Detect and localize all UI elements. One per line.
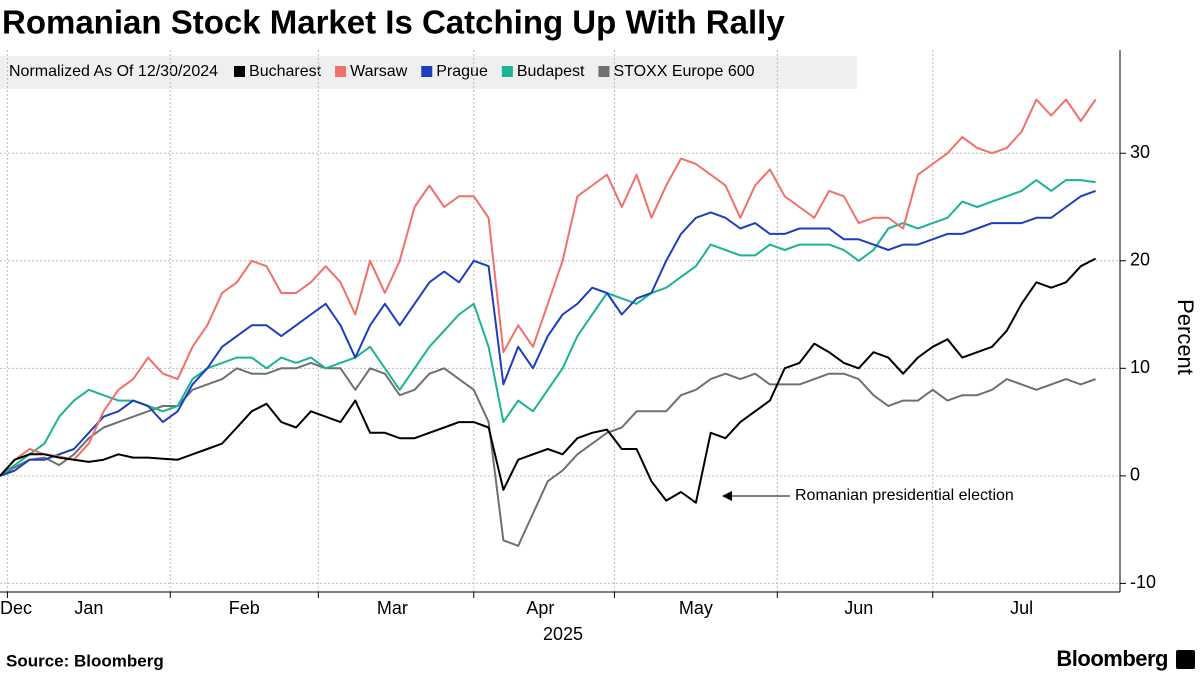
legend-label: Budapest [517,63,585,80]
legend: Normalized As Of 12/30/2024 Bucharest War… [9,63,755,80]
y-tick-label: 0 [1130,465,1140,485]
legend-swatch [501,66,513,77]
legend-label: Bucharest [249,63,322,80]
legend-label: Warsaw [350,63,408,80]
source: Source: Bloomberg [6,651,164,670]
y-axis-label: Percent [1173,299,1198,375]
x-tick-label: Mar [377,598,408,618]
legend-swatch [335,66,347,77]
brand-icon [1176,650,1195,669]
x-tick-label: Feb [229,598,260,618]
x-tick-label: Jun [844,598,873,618]
x-tick-label: Jul [1010,598,1033,618]
legend-swatch [421,66,433,77]
brand: Bloomberg [1056,646,1168,671]
legend-swatch [598,66,610,77]
series-line [0,257,1097,504]
plot-area: -10 0 10 20 30 Dec Jan Feb Mar Apr May Jun Jul [0,50,1156,618]
x-tick-label: Dec [0,598,32,618]
annotation: Romanian presidential election [795,487,1014,504]
x-tick-label: May [679,598,713,618]
chart-title: Romanian Stock Market Is Catching Up Wit… [2,4,785,41]
legend-label: Prague [436,63,488,80]
legend-swatch [234,66,246,77]
series-line [0,179,1096,477]
annotation-arrowhead [722,491,732,501]
legend-title: Normalized As Of 12/30/2024 [9,63,218,80]
y-tick-label: 10 [1130,357,1150,377]
series-line [0,98,1097,477]
x-axis-label: 2025 [543,624,583,644]
y-tick-label: 20 [1130,250,1150,270]
y-tick-label: 30 [1130,142,1150,162]
x-tick-label: Jan [74,598,103,618]
series-line [0,189,1096,477]
x-tick-label: Apr [526,598,554,618]
legend-label: STOXX Europe 600 [613,63,754,80]
y-tick-label: -10 [1130,572,1156,592]
